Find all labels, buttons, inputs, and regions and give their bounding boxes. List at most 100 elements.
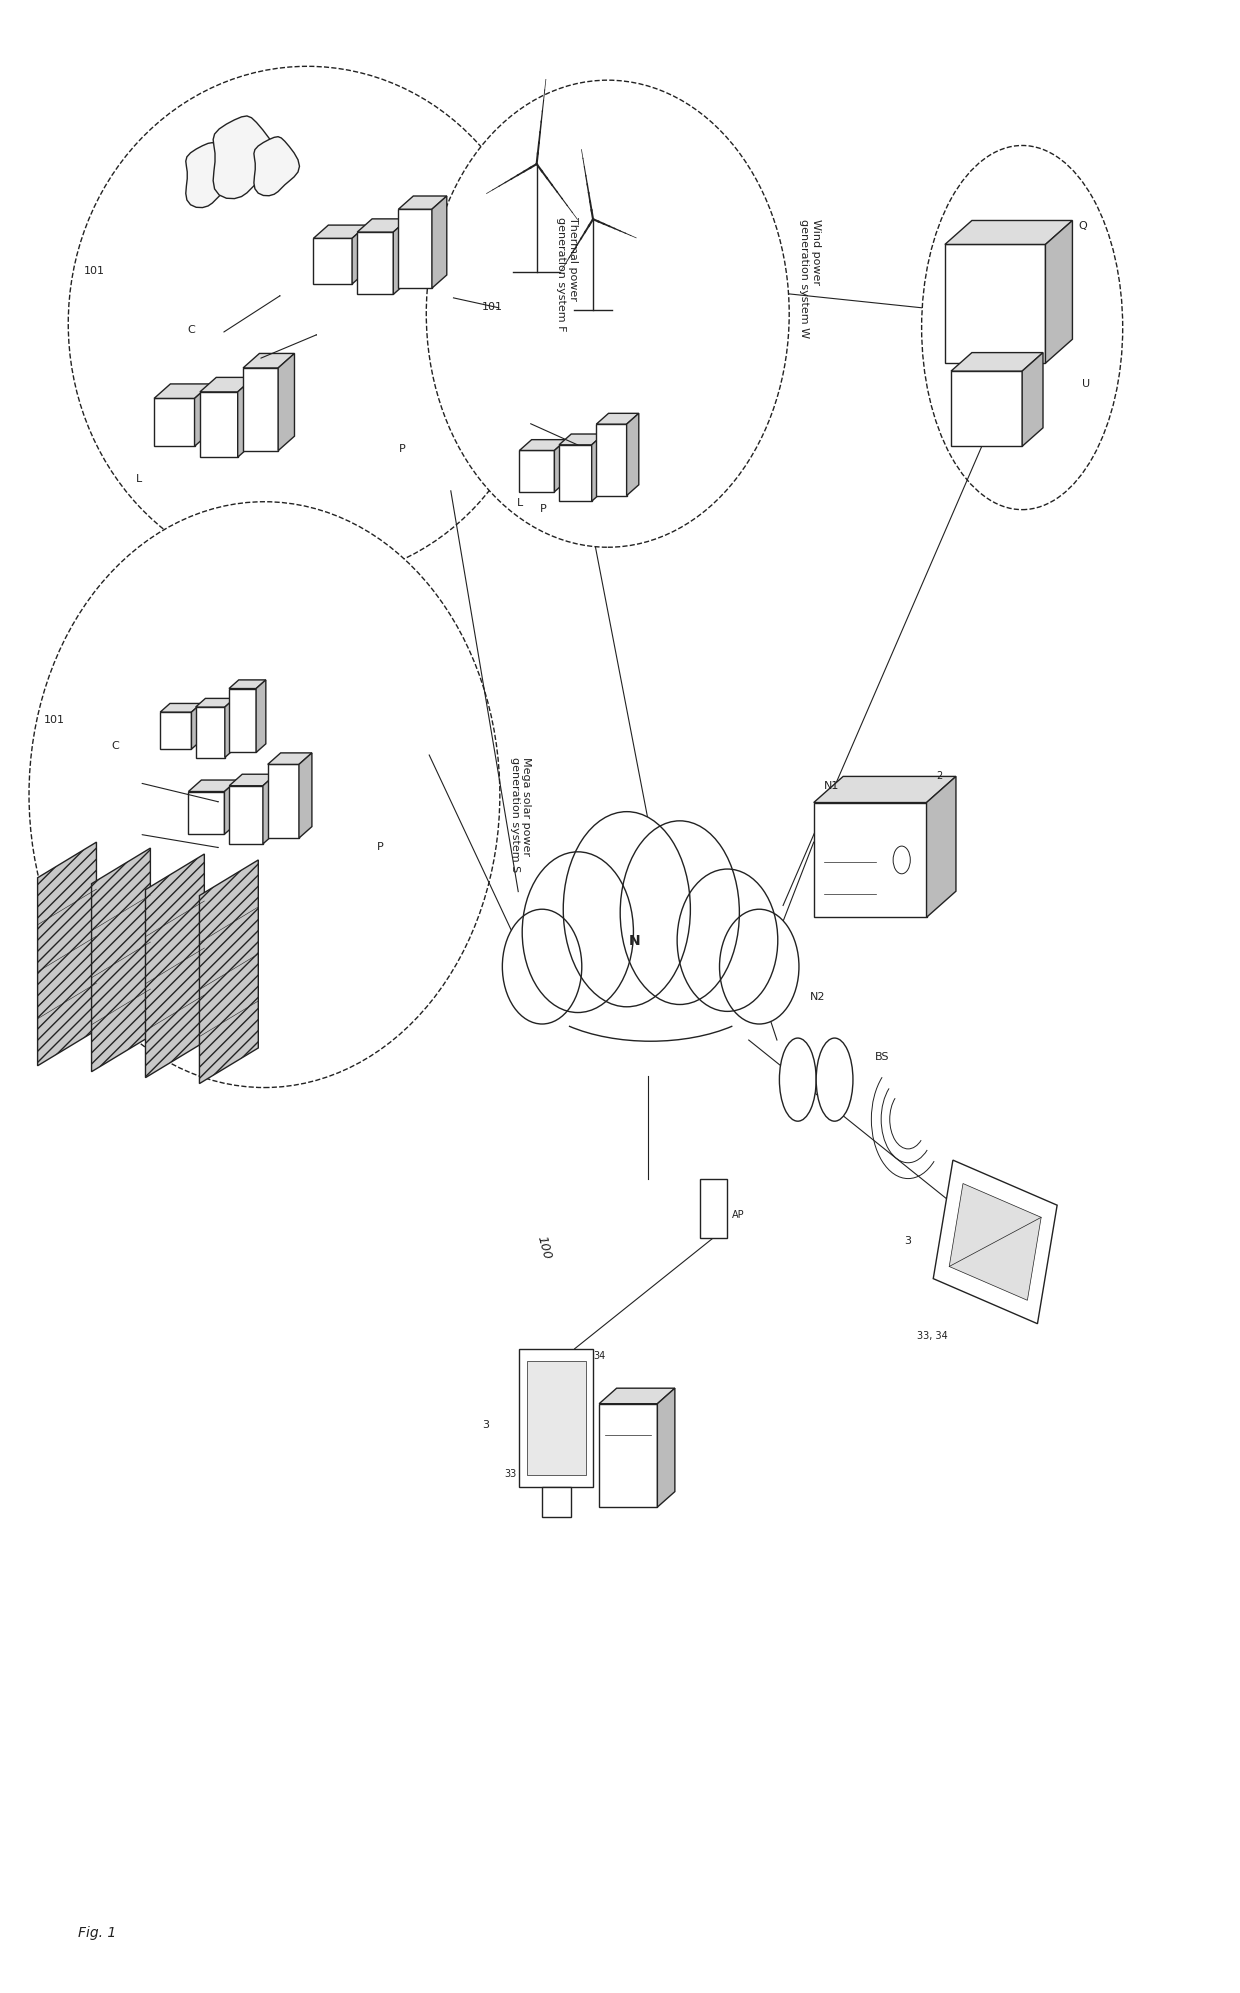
Polygon shape [196, 698, 234, 708]
Bar [520, 1349, 593, 1487]
Ellipse shape [29, 502, 500, 1088]
Ellipse shape [427, 80, 789, 548]
Polygon shape [945, 221, 1073, 245]
Polygon shape [160, 712, 191, 749]
Polygon shape [196, 708, 224, 757]
Text: 101: 101 [43, 715, 64, 725]
Polygon shape [213, 116, 277, 199]
Bar [542, 1487, 570, 1517]
Ellipse shape [677, 869, 777, 1010]
Polygon shape [520, 440, 567, 450]
Text: 3: 3 [904, 1236, 911, 1246]
Polygon shape [393, 219, 408, 295]
Polygon shape [243, 369, 278, 450]
Polygon shape [200, 393, 238, 456]
Polygon shape [626, 413, 639, 496]
Polygon shape [254, 138, 300, 195]
Polygon shape [200, 377, 254, 393]
Text: 33: 33 [505, 1469, 517, 1479]
Polygon shape [224, 698, 234, 757]
Text: 101: 101 [84, 267, 105, 277]
Polygon shape [186, 143, 236, 207]
Polygon shape [398, 209, 432, 289]
Polygon shape [1045, 221, 1073, 363]
Polygon shape [934, 1160, 1058, 1323]
Text: Wind power
generation system W: Wind power generation system W [799, 219, 821, 337]
Text: 2: 2 [936, 771, 942, 781]
Polygon shape [195, 385, 211, 446]
Text: P: P [399, 444, 405, 454]
Polygon shape [229, 680, 265, 688]
Polygon shape [599, 1403, 657, 1507]
Polygon shape [596, 413, 639, 425]
Polygon shape [229, 785, 263, 843]
Polygon shape [559, 434, 604, 444]
Polygon shape [268, 765, 299, 839]
Polygon shape [278, 353, 294, 450]
Bar [699, 1178, 727, 1238]
Bar [527, 1361, 585, 1475]
Text: U: U [1083, 379, 1090, 389]
Text: P: P [541, 504, 547, 514]
Text: 100: 100 [534, 1234, 553, 1262]
Polygon shape [945, 245, 1045, 363]
Polygon shape [238, 377, 254, 456]
Text: P: P [377, 843, 384, 853]
Polygon shape [224, 779, 237, 835]
Polygon shape [657, 1389, 675, 1507]
Polygon shape [432, 195, 446, 289]
Polygon shape [951, 371, 1022, 446]
Polygon shape [951, 353, 1043, 371]
Text: C: C [187, 325, 195, 335]
Polygon shape [37, 843, 97, 1066]
Polygon shape [950, 1184, 1042, 1299]
Polygon shape [263, 773, 275, 843]
Text: AP: AP [732, 1210, 744, 1220]
Polygon shape [357, 219, 408, 231]
Text: 3: 3 [482, 1419, 490, 1429]
Polygon shape [398, 195, 446, 209]
Ellipse shape [525, 915, 776, 1040]
Ellipse shape [563, 811, 691, 1006]
Polygon shape [813, 777, 956, 803]
Polygon shape [257, 680, 265, 753]
Text: 33, 34: 33, 34 [916, 1331, 947, 1341]
Polygon shape [145, 855, 205, 1078]
Polygon shape [92, 849, 150, 1072]
Text: Thermal power
generation system F: Thermal power generation system F [557, 217, 578, 331]
Polygon shape [229, 773, 275, 785]
Polygon shape [299, 753, 312, 839]
Polygon shape [1022, 353, 1043, 446]
Polygon shape [554, 440, 567, 492]
Polygon shape [520, 450, 554, 492]
Text: 34: 34 [593, 1351, 605, 1361]
Text: N2: N2 [810, 993, 826, 1002]
Polygon shape [559, 444, 591, 500]
Ellipse shape [921, 145, 1122, 510]
Text: Q: Q [1079, 221, 1087, 231]
Polygon shape [599, 1389, 675, 1403]
Text: N1: N1 [823, 781, 839, 791]
Text: L: L [135, 474, 141, 484]
Ellipse shape [816, 1038, 853, 1122]
Text: N: N [629, 935, 640, 949]
Polygon shape [188, 779, 237, 791]
Polygon shape [352, 225, 367, 285]
Polygon shape [229, 688, 257, 753]
Polygon shape [314, 225, 367, 239]
Ellipse shape [719, 909, 799, 1024]
Polygon shape [200, 859, 258, 1084]
Polygon shape [357, 231, 393, 295]
Text: 101: 101 [481, 301, 502, 311]
Text: Mega solar power
generation system S: Mega solar power generation system S [510, 757, 531, 873]
Ellipse shape [502, 909, 582, 1024]
Polygon shape [926, 777, 956, 917]
Text: BS: BS [875, 1052, 889, 1062]
Polygon shape [314, 239, 352, 285]
Polygon shape [596, 425, 626, 496]
Polygon shape [154, 399, 195, 446]
Text: L: L [517, 498, 523, 508]
Ellipse shape [68, 66, 547, 580]
Polygon shape [191, 704, 201, 749]
Polygon shape [813, 803, 926, 917]
